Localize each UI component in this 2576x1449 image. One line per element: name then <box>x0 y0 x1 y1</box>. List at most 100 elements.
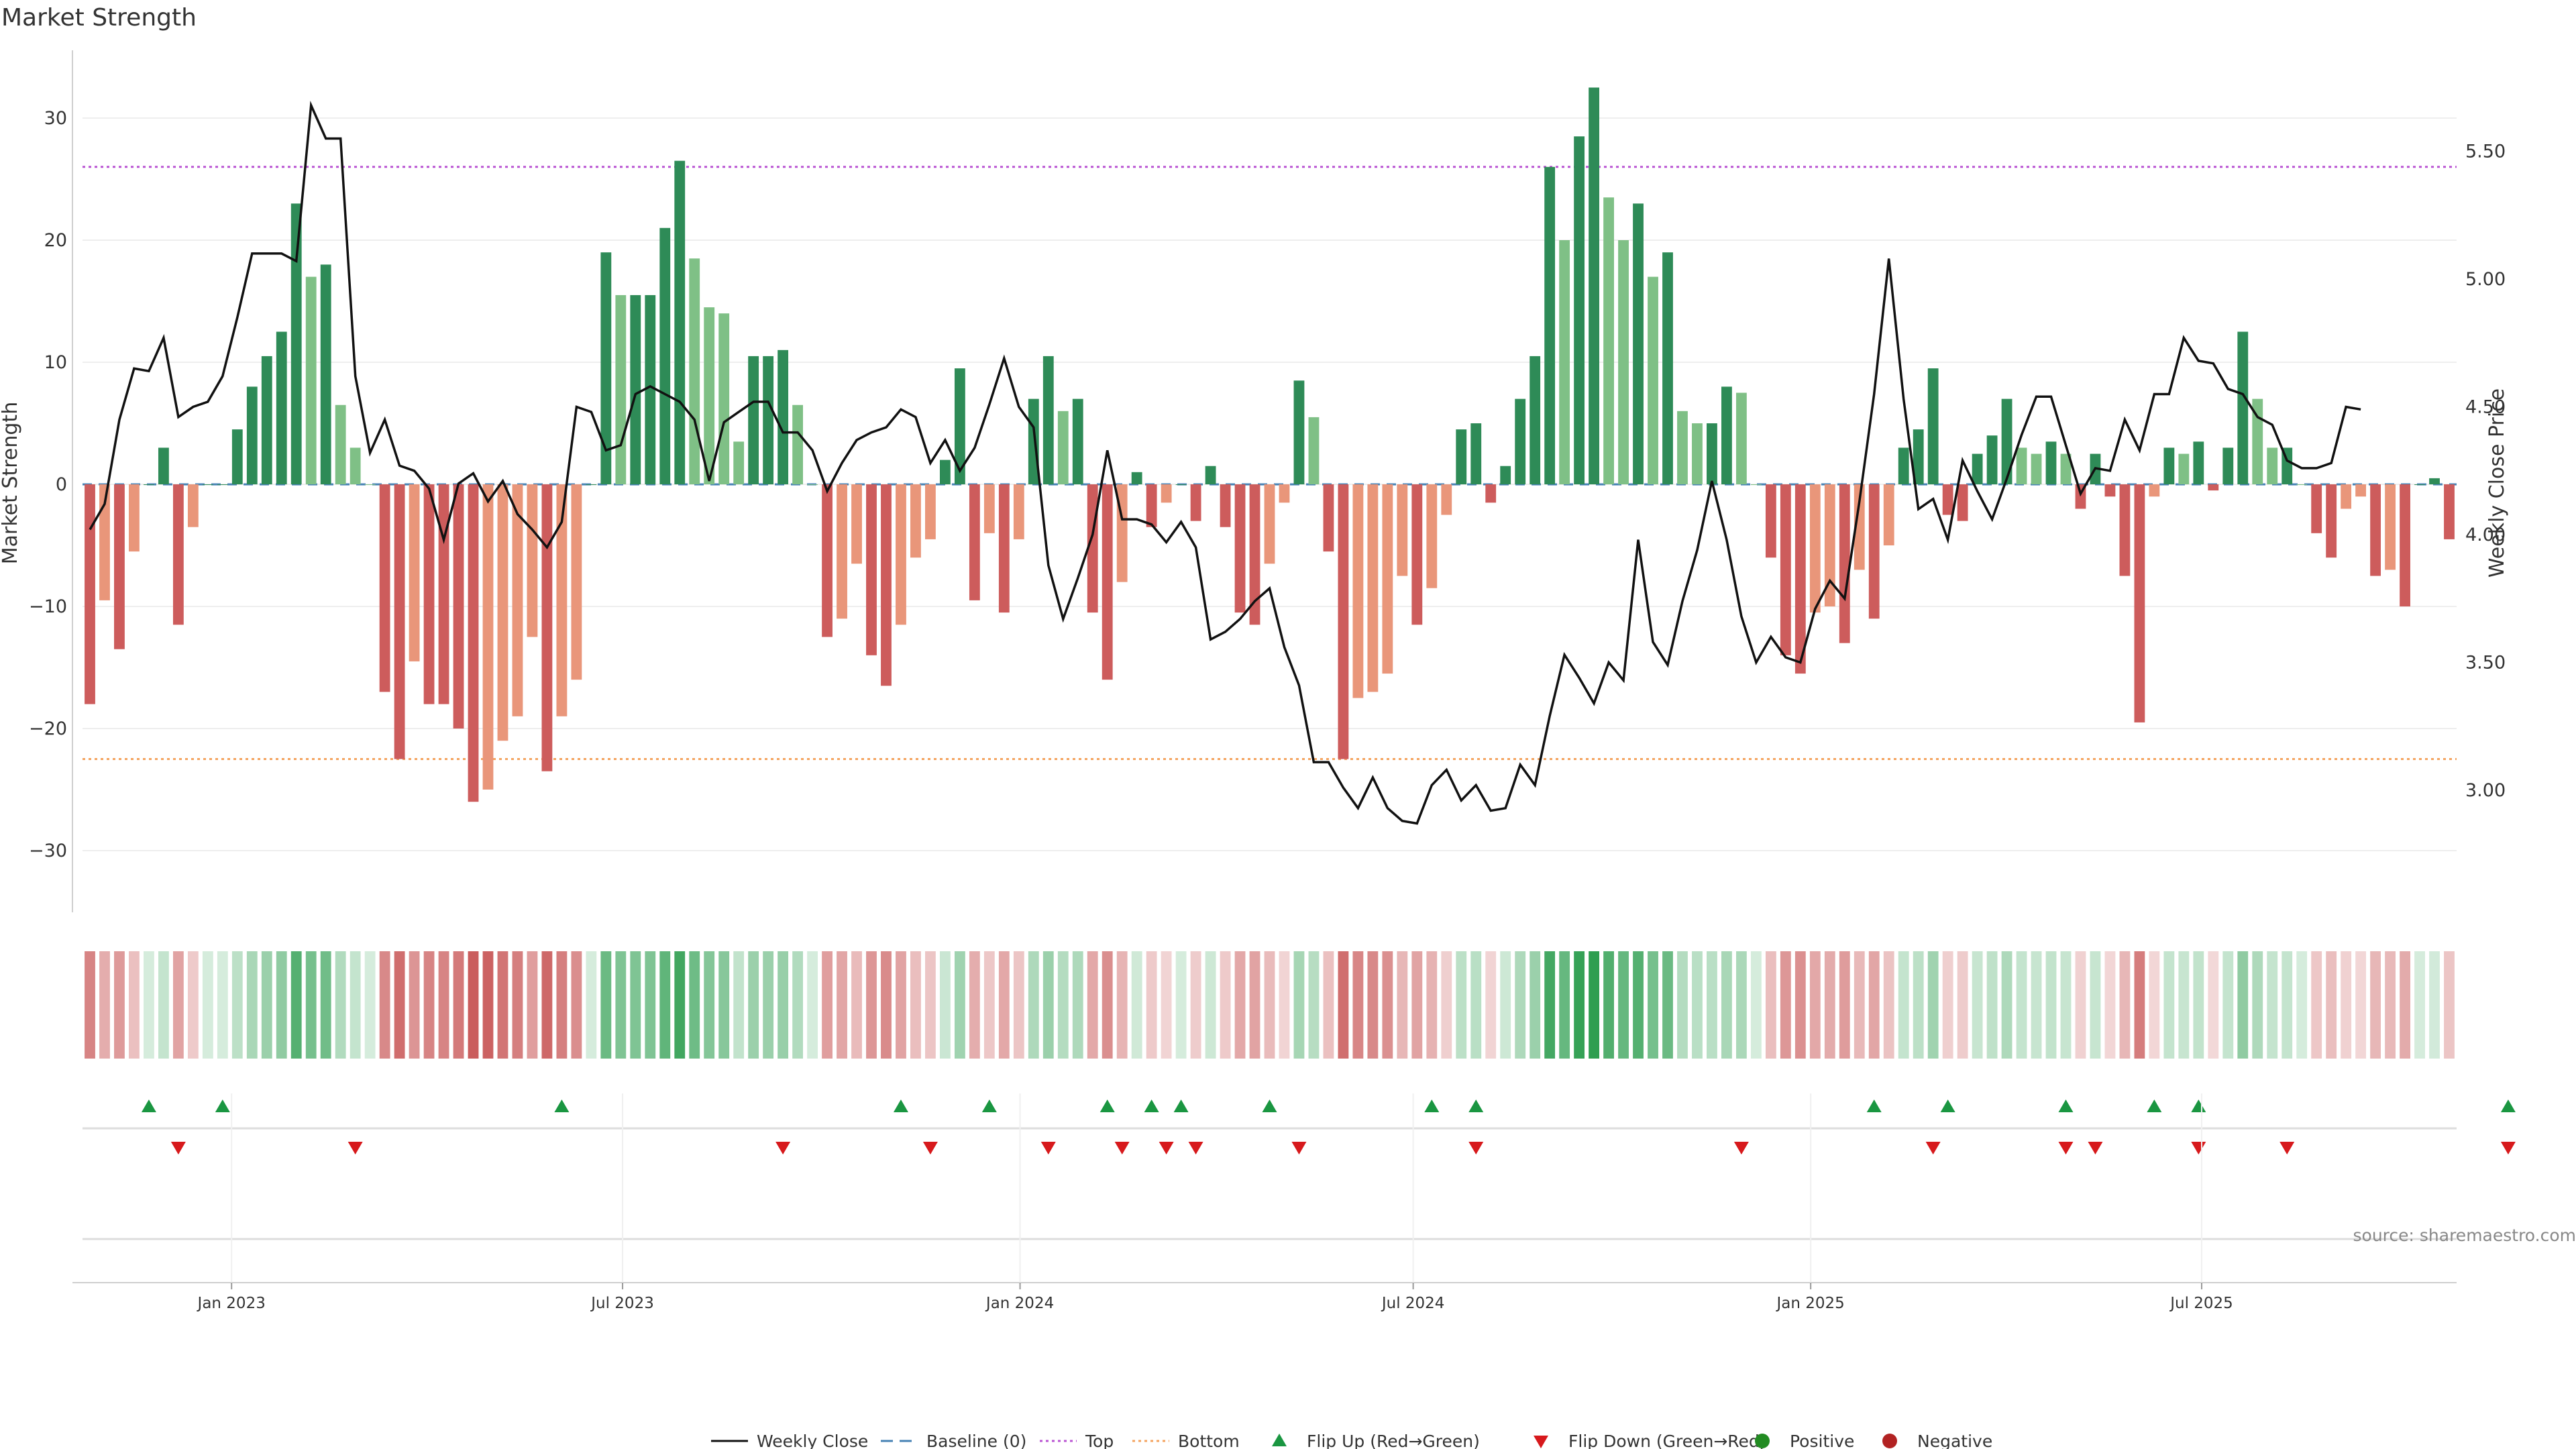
strength-bar <box>896 484 906 625</box>
strength-bar <box>85 484 95 704</box>
heat-cell <box>792 951 804 1059</box>
heat-cell <box>276 951 287 1059</box>
heat-cell <box>423 951 435 1059</box>
heat-cell <box>807 951 818 1059</box>
strength-bar <box>630 294 641 484</box>
heat-cell <box>2252 951 2263 1059</box>
heat-cell <box>1544 951 1556 1059</box>
heat-cell <box>1574 951 1585 1059</box>
heat-cell <box>1927 951 1939 1059</box>
strength-bar <box>1633 203 1644 484</box>
y2-tick-label: 4.00 <box>2465 525 2506 545</box>
strength-bar <box>1456 429 1467 484</box>
y-tick-label: 0 <box>56 474 67 495</box>
legend-label: Positive <box>1790 1432 1854 1449</box>
heat-cell <box>571 951 582 1059</box>
strength-bar <box>2311 484 2322 533</box>
strength-bar <box>2104 484 2116 497</box>
strength-bar <box>1898 447 1909 484</box>
strength-bar <box>733 441 745 484</box>
heat-cell <box>2031 951 2042 1059</box>
flip-down-marker <box>1114 1142 1130 1155</box>
heat-cell <box>2370 951 2381 1059</box>
strength-bar <box>969 484 980 600</box>
strength-heat-strip <box>85 951 2455 1059</box>
heat-cell <box>527 951 538 1059</box>
heat-cell <box>2001 951 2012 1059</box>
heat-cell <box>99 951 110 1059</box>
strength-bar <box>1765 484 1776 558</box>
strength-bar <box>2119 484 2131 576</box>
strength-bar <box>1441 484 1452 515</box>
strength-bar <box>659 227 671 484</box>
strength-bar <box>2237 331 2249 484</box>
heat-cell <box>674 951 686 1059</box>
strength-bar <box>1559 240 1570 484</box>
heat-cell <box>1677 951 1688 1059</box>
strength-bar <box>1986 435 1998 484</box>
heat-cell <box>777 951 789 1059</box>
heat-cell <box>1986 951 1998 1059</box>
strength-bar <box>2222 447 2234 484</box>
heat-cell <box>1485 951 1497 1059</box>
heat-cell <box>85 951 95 1059</box>
strength-bar <box>261 356 272 484</box>
strength-bar <box>1618 240 1629 484</box>
heat-cell <box>1898 951 1909 1059</box>
heat-cell <box>954 951 965 1059</box>
y-tick-label: 20 <box>44 230 67 251</box>
strength-bar <box>1411 484 1423 625</box>
strength-bar <box>998 484 1010 613</box>
strength-bar <box>172 484 184 625</box>
strength-bar <box>2149 484 2160 497</box>
heat-cell <box>1750 951 1762 1059</box>
strength-bar <box>1677 411 1688 484</box>
strength-bar <box>1072 398 1083 484</box>
strength-bar <box>851 484 862 564</box>
strength-bar <box>1529 356 1541 484</box>
heat-cell <box>453 951 464 1059</box>
heat-cell <box>364 951 376 1059</box>
flip-down-marker <box>1159 1142 1174 1155</box>
heat-cell <box>1279 951 1290 1059</box>
flip-up-marker <box>1866 1099 1882 1112</box>
heat-cell <box>851 951 862 1059</box>
heat-cell <box>939 951 951 1059</box>
heat-cell <box>1397 951 1408 1059</box>
strength-bar <box>939 460 951 484</box>
heat-cell <box>1868 951 1880 1059</box>
heat-cell <box>2400 951 2410 1059</box>
flip-up-marker <box>2147 1099 2162 1112</box>
strength-bar <box>2414 484 2425 485</box>
heat-cell <box>763 951 774 1059</box>
heat-cell <box>246 951 258 1059</box>
legend-item: Flip Down (Green→Red) <box>1534 1432 1766 1449</box>
heat-cell <box>2296 951 2308 1059</box>
strength-bar <box>2341 484 2352 509</box>
strength-bar <box>1721 386 1732 484</box>
strength-bar <box>438 484 449 704</box>
strength-bar <box>1500 466 1511 484</box>
strength-bar <box>320 264 331 484</box>
heat-cell <box>1589 951 1600 1059</box>
x-tick-label: Jul 2025 <box>2169 1295 2233 1312</box>
heat-cell <box>1972 951 1983 1059</box>
strength-bar <box>379 484 390 692</box>
strength-bar <box>2060 453 2072 484</box>
flip-down-marker <box>1040 1142 1056 1155</box>
y2-tick-label: 5.50 <box>2465 142 2506 162</box>
flip-down-marker <box>1291 1142 1307 1155</box>
strength-bar <box>2400 484 2410 606</box>
strength-bar <box>983 484 995 533</box>
strength-bar <box>1648 276 1658 484</box>
heat-cell <box>1146 951 1157 1059</box>
heat-cell <box>925 951 936 1059</box>
date-axis: Jan 2023 Jul 2023 Jan 2024 Jul 2024 Jan 2025… <box>72 1093 2457 1312</box>
heat-cell <box>2045 951 2057 1059</box>
flip-down-marker <box>2500 1142 2516 1155</box>
source-note: source: sharemaestro.com <box>2353 1226 2576 1245</box>
strength-bar <box>1293 380 1305 484</box>
heat-cell <box>497 951 508 1059</box>
heat-cell <box>1161 951 1172 1059</box>
strength-bar <box>276 331 287 484</box>
